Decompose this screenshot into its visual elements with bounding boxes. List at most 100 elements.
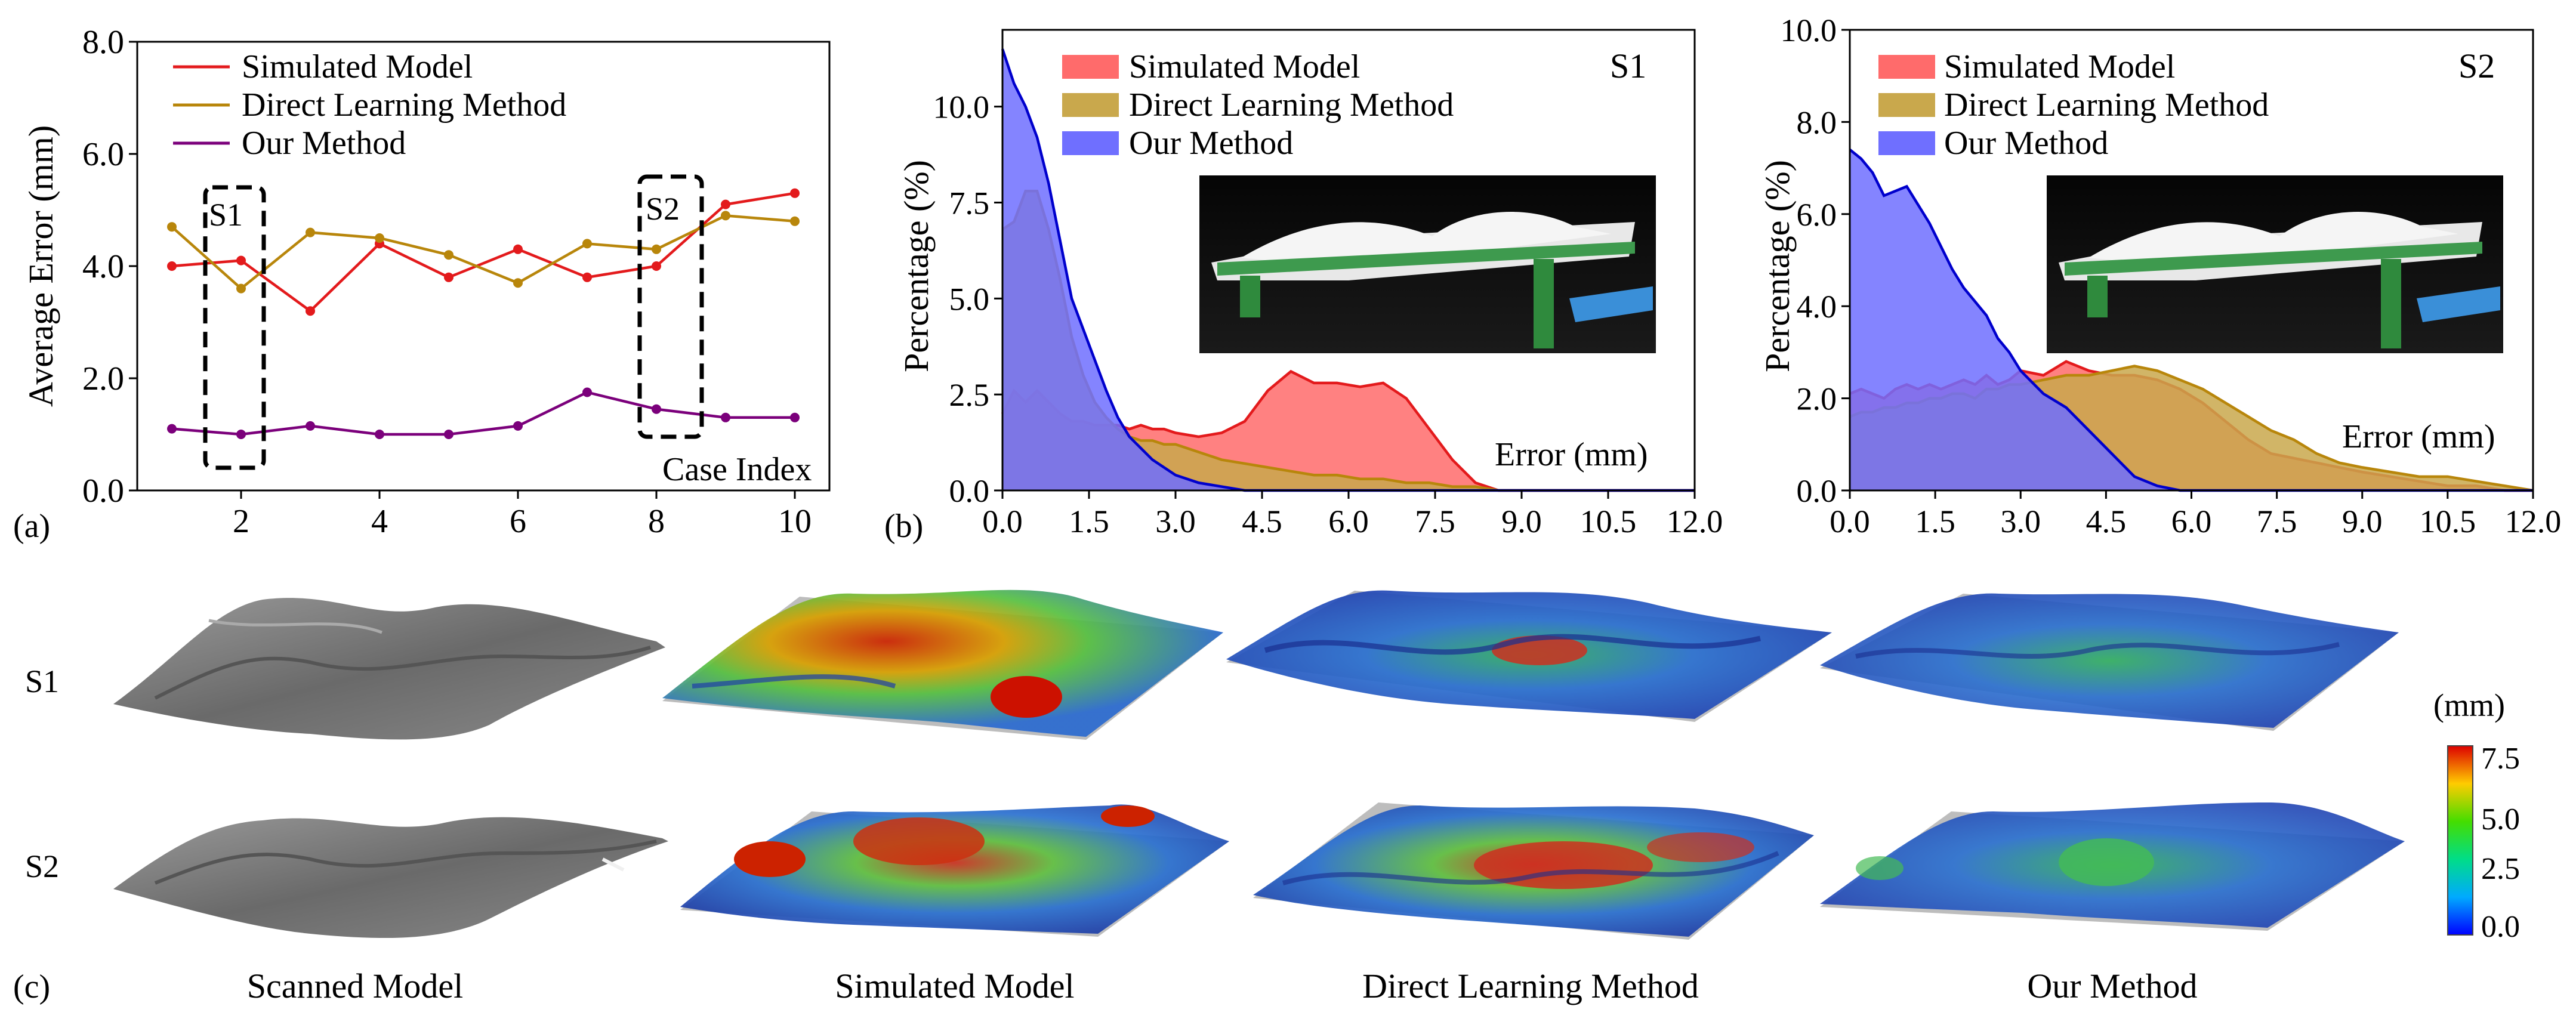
data-point <box>444 272 454 282</box>
x-tick-label: 9.0 <box>2342 504 2383 539</box>
data-point <box>790 188 800 198</box>
y-tick-label: 0.0 <box>1797 473 1837 509</box>
s1-annotation-label: S1 <box>209 197 243 233</box>
row-label-s2: S2 <box>25 848 59 884</box>
colorbar: (mm) 7.5 5.0 2.5 0.0 <box>2433 687 2520 944</box>
y-tick-label: 6.0 <box>82 136 124 173</box>
data-point <box>306 227 315 237</box>
data-point <box>306 306 315 316</box>
s2-annotation-label: S2 <box>646 191 680 227</box>
caption-scanned-model: Scanned Model <box>247 967 463 1005</box>
data-point <box>236 430 246 439</box>
legend-label-ours: Our Method <box>242 125 406 162</box>
y-tick-label: 0.0 <box>82 473 124 510</box>
panel-a-series <box>167 188 800 439</box>
data-point <box>721 412 730 422</box>
y-tick-label: 2.0 <box>1797 381 1837 417</box>
series-line-0 <box>171 192 795 313</box>
data-point <box>582 239 592 249</box>
series-line-2 <box>171 391 795 436</box>
surface-s1-scanned <box>113 598 665 740</box>
x-tick-label: 12.0 <box>1667 504 1723 539</box>
y-tick-label: 7.5 <box>949 186 990 221</box>
x-tick-label: 1.5 <box>1069 504 1109 539</box>
series-area-2 <box>1002 49 1695 490</box>
panel-b-xlabel: Error (mm) <box>1495 436 1648 473</box>
x-tick-label: 9.0 <box>1501 504 1542 539</box>
data-point <box>582 387 592 397</box>
data-point <box>790 412 800 422</box>
y-tick-label: 10.0 <box>933 89 990 125</box>
y-tick-label: 0.0 <box>949 473 990 509</box>
legend-swatch-ours <box>1062 131 1119 155</box>
legend-swatch-direct-s2 <box>1878 93 1935 117</box>
x-tick-label: 0.0 <box>1830 504 1870 539</box>
panel-b-ticks: 0.0 1.5 3.0 4.5 6.0 7.5 9.0 10.5 12.0 0.0 2.5 5.0 7.… <box>933 89 1723 539</box>
data-point <box>790 216 800 226</box>
panel-a: 2 4 6 8 10 0.0 2.0 4.0 6.0 8.0 S1 S2 Simulated Mo… <box>13 24 831 545</box>
data-point <box>306 421 315 431</box>
colorbar-tick-7-5: 7.5 <box>2481 742 2520 776</box>
x-tick-label: 10 <box>778 503 812 540</box>
legend-swatch-ours-s2 <box>1878 131 1935 155</box>
data-point <box>721 211 730 221</box>
x-tick-label: 6 <box>510 503 526 540</box>
y-tick-label: 10.0 <box>1781 13 1837 48</box>
caption-direct-learning: Direct Learning Method <box>1362 967 1699 1005</box>
data-point <box>375 233 384 243</box>
s1-photo-inset <box>1199 175 1656 353</box>
legend-swatch-direct <box>1062 93 1119 117</box>
panel-b2-legend: Simulated Model Direct Learning Method O… <box>1878 48 2269 162</box>
series-area-2 <box>1850 149 2533 491</box>
panel-b-ylabel: Percentage (%) <box>897 160 936 372</box>
x-tick-label: 8 <box>648 503 665 540</box>
caption-our-method: Our Method <box>2027 967 2197 1005</box>
x-tick-label: 2 <box>233 503 249 540</box>
caption-simulated-model: Simulated Model <box>835 967 1074 1005</box>
x-tick-label: 12.0 <box>2505 504 2562 539</box>
y-tick-label: 4.0 <box>82 248 124 285</box>
legend-label-simulated-s2: Simulated Model <box>1944 48 2175 85</box>
legend-swatch-simulated-s2 <box>1878 55 1935 79</box>
y-tick-label: 2.0 <box>82 360 124 397</box>
panel-letter-a: (a) <box>13 508 50 545</box>
data-point <box>652 261 661 271</box>
panel-b2-xlabel: Error (mm) <box>2342 418 2495 455</box>
surface-s1-ours <box>1820 593 2399 731</box>
x-tick-label: 10.5 <box>1580 504 1637 539</box>
series-line-1 <box>171 214 795 291</box>
x-tick-label: 4.5 <box>2086 504 2127 539</box>
panel-b2-ylabel: Percentage (%) <box>1758 160 1797 372</box>
x-tick-label: 0.0 <box>982 504 1023 539</box>
data-point <box>236 283 246 294</box>
y-tick-label: 5.0 <box>949 281 990 317</box>
x-tick-label: 3.0 <box>1155 504 1196 539</box>
s2-photo-inset <box>2047 175 2503 353</box>
panel-c: S1 S2 <box>13 589 2520 1005</box>
x-tick-label: 7.5 <box>2257 504 2297 539</box>
legend-label-direct-s2: Direct Learning Method <box>1944 87 2269 124</box>
panel-letter-c: (c) <box>13 968 50 1005</box>
colorbar-gradient <box>2447 745 2473 936</box>
x-tick-label: 6.0 <box>2171 504 2212 539</box>
data-point <box>444 430 454 439</box>
panel-b-legend: Simulated Model Direct Learning Method O… <box>1062 48 1454 162</box>
x-tick-label: 6.0 <box>1328 504 1369 539</box>
data-point <box>236 255 246 266</box>
data-point <box>167 261 177 271</box>
legend-label-simulated-b: Simulated Model <box>1129 48 1360 85</box>
y-tick-label: 8.0 <box>1797 104 1837 140</box>
data-point <box>582 272 592 282</box>
panel-b-title: S1 <box>1610 47 1646 85</box>
surface-s1-direct <box>1226 590 1832 722</box>
colorbar-tick-0-0: 0.0 <box>2481 910 2520 944</box>
data-point <box>513 244 523 254</box>
legend-label-simulated: Simulated Model <box>242 48 473 85</box>
data-point <box>652 404 661 414</box>
panel-a-legend: Simulated Model Direct Learning Method O… <box>173 48 566 162</box>
legend-label-ours-s2: Our Method <box>1944 125 2108 162</box>
colorbar-unit: (mm) <box>2433 687 2505 723</box>
y-tick-label: 8.0 <box>82 24 124 61</box>
panel-a-xlabel: Case Index <box>662 451 812 488</box>
